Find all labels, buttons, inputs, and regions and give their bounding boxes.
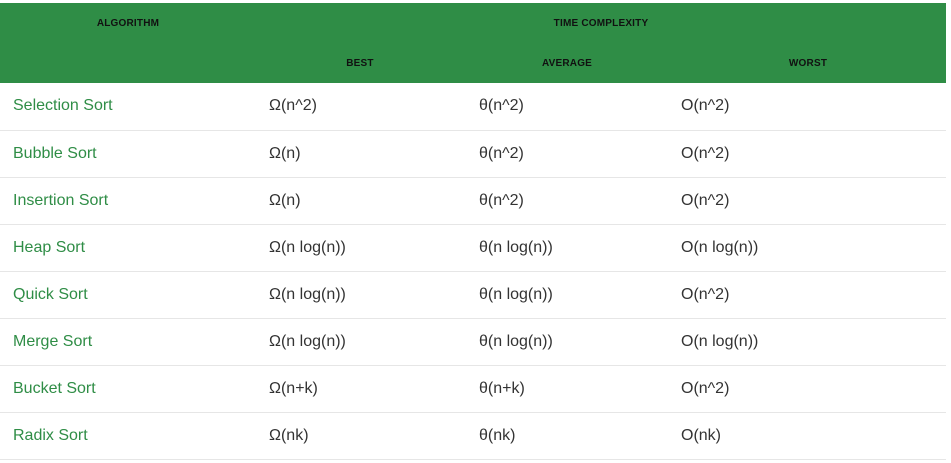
table-header: ALGORITHM TIME COMPLEXITY BEST AVERAGE W…	[0, 3, 947, 83]
best-case: Ω(n log(n))	[269, 238, 346, 256]
average-case: θ(n log(n))	[479, 285, 553, 303]
worst-case: O(n^2)	[681, 97, 730, 115]
algorithm-name: Selection Sort	[13, 97, 113, 115]
best-case: Ω(n+k)	[269, 379, 318, 397]
table-row: Quick Sort Ω(n log(n)) θ(n log(n)) O(n^2…	[0, 271, 947, 318]
complexity-table: ALGORITHM TIME COMPLEXITY BEST AVERAGE W…	[0, 3, 947, 460]
header-worst: WORST	[670, 43, 947, 83]
average-case: θ(nk)	[479, 426, 516, 444]
table-row: Heap Sort Ω(n log(n)) θ(n log(n)) O(n lo…	[0, 224, 947, 271]
header-best: BEST	[256, 43, 464, 83]
algorithm-name: Radix Sort	[13, 426, 88, 444]
worst-case: O(n^2)	[681, 191, 730, 209]
best-case: Ω(n^2)	[269, 97, 317, 115]
worst-case: O(n log(n))	[681, 238, 759, 256]
header-time-complexity: TIME COMPLEXITY	[256, 3, 947, 43]
worst-case: O(n^2)	[681, 379, 730, 397]
table-row: Insertion Sort Ω(n) θ(n^2) O(n^2)	[0, 177, 947, 224]
best-case: Ω(nk)	[269, 426, 309, 444]
average-case: θ(n^2)	[479, 144, 524, 162]
best-case: Ω(n)	[269, 191, 301, 209]
header-algorithm: ALGORITHM	[0, 3, 256, 43]
algorithm-name: Quick Sort	[13, 285, 88, 303]
table-row: Bucket Sort Ω(n+k) θ(n+k) O(n^2)	[0, 365, 947, 412]
average-case: θ(n log(n))	[479, 332, 553, 350]
best-case: Ω(n log(n))	[269, 285, 346, 303]
algorithm-name: Bucket Sort	[13, 379, 96, 397]
algorithm-name: Bubble Sort	[13, 144, 97, 162]
header-average: AVERAGE	[464, 43, 670, 83]
table-body: Selection Sort Ω(n^2) θ(n^2) O(n^2) Bubb…	[0, 83, 947, 459]
algorithm-name: Insertion Sort	[13, 191, 109, 209]
average-case: θ(n^2)	[479, 97, 524, 115]
worst-case: O(n log(n))	[681, 332, 759, 350]
average-case: θ(n+k)	[479, 379, 525, 397]
table-row: Bubble Sort Ω(n) θ(n^2) O(n^2)	[0, 130, 947, 177]
best-case: Ω(n)	[269, 144, 301, 162]
algorithm-name: Heap Sort	[13, 238, 86, 256]
table-row: Merge Sort Ω(n log(n)) θ(n log(n)) O(n l…	[0, 318, 947, 365]
table-row: Radix Sort Ω(nk) θ(nk) O(nk)	[0, 412, 947, 459]
algorithm-name: Merge Sort	[13, 332, 93, 350]
header-row-sub: BEST AVERAGE WORST	[0, 43, 947, 83]
average-case: θ(n^2)	[479, 191, 524, 209]
worst-case: O(nk)	[681, 426, 721, 444]
header-empty	[0, 43, 256, 83]
best-case: Ω(n log(n))	[269, 332, 346, 350]
worst-case: O(n^2)	[681, 285, 730, 303]
worst-case: O(n^2)	[681, 144, 730, 162]
header-row-top: ALGORITHM TIME COMPLEXITY	[0, 3, 947, 43]
average-case: θ(n log(n))	[479, 238, 553, 256]
table-row: Selection Sort Ω(n^2) θ(n^2) O(n^2)	[0, 83, 947, 130]
